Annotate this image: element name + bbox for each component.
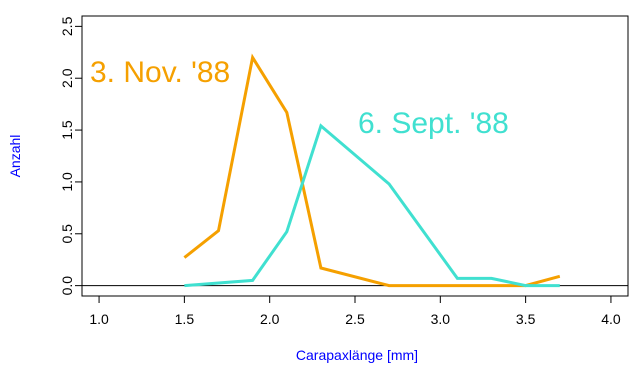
x-axis-title: Carapaxlänge [mm]: [296, 347, 418, 363]
y-tick-label: 0.5: [59, 224, 75, 244]
series-label-sept-88: 6. Sept. '88: [358, 107, 509, 140]
y-tick-label: 0.0: [59, 276, 75, 296]
series-label-nov-88: 3. Nov. '88: [90, 56, 230, 89]
y-axis: 0.0 0.5 1.0 1.5 2.0 2.5: [59, 16, 83, 296]
y-axis-title: Anzahl: [7, 135, 23, 178]
y-tick-label: 2.0: [59, 68, 75, 88]
series-line-0: [183, 53, 561, 288]
series-line-1: [184, 123, 560, 288]
x-tick-label: 1.5: [175, 311, 195, 327]
x-tick-label: 2.0: [260, 311, 280, 327]
x-axis: 1.0 1.5 2.0 2.5 3.0 3.5 4.0: [89, 295, 621, 327]
y-tick-label: 2.5: [59, 16, 75, 36]
x-tick-label: 3.0: [431, 311, 451, 327]
series-layer: [183, 53, 561, 288]
x-tick-label: 2.5: [345, 311, 365, 327]
y-tick-label: 1.5: [59, 120, 75, 140]
x-tick-label: 4.0: [601, 311, 621, 327]
y-tick-label: 1.0: [59, 172, 75, 192]
x-tick-label: 3.5: [516, 311, 536, 327]
x-tick-label: 1.0: [89, 311, 109, 327]
